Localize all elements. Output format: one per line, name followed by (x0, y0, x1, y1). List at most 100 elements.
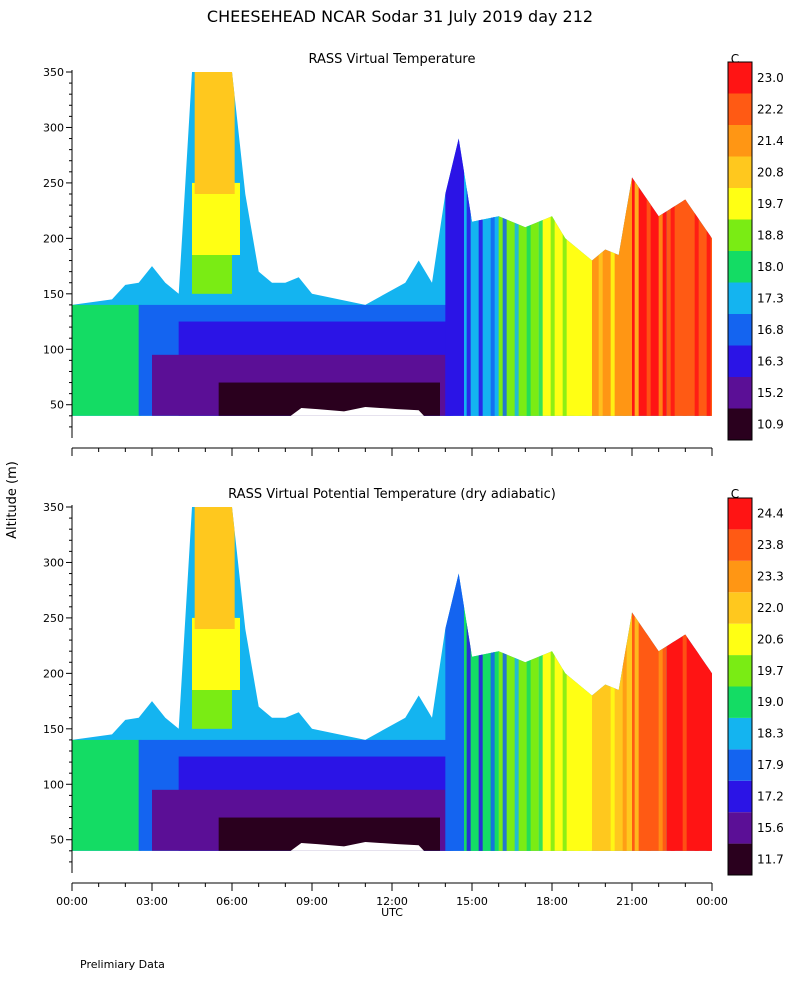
x-axis-label: UTC (381, 906, 403, 919)
colorbar-swatch (728, 529, 752, 561)
heatmap-field (72, 507, 712, 851)
band-texture (550, 507, 555, 851)
colorbar-swatch (728, 188, 752, 220)
x-tick-label: 21:00 (616, 895, 648, 908)
colorbar-swatch (728, 408, 752, 440)
band-texture (562, 72, 567, 416)
warm-plume (192, 182, 240, 255)
y-tick-label: 350 (43, 501, 64, 514)
colorbar-swatch (728, 314, 752, 346)
band-texture (622, 507, 627, 851)
colorbar-swatch (728, 282, 752, 314)
band-texture (622, 72, 627, 416)
colorbar-tick-label: 23.0 (757, 71, 784, 85)
colorbar-swatch (728, 62, 752, 94)
colorbar-swatch (728, 345, 752, 377)
colorbar-swatch (728, 623, 752, 656)
panel-title: RASS Virtual Potential Temperature (dry … (228, 487, 556, 502)
colorbar-tick-label: 19.7 (757, 664, 784, 678)
band-texture (646, 72, 651, 416)
colorbar-swatch (728, 498, 752, 530)
colorbar-swatch (728, 592, 752, 624)
colorbar-tick-label: 20.6 (757, 632, 784, 646)
x-tick-label: 18:00 (536, 895, 568, 908)
colorbar-tick-label: 10.9 (757, 417, 784, 431)
y-tick-label: 250 (43, 177, 64, 190)
panel-title: RASS Virtual Temperature (309, 52, 476, 67)
missing-data-gap (290, 841, 424, 851)
band-texture (490, 507, 495, 851)
band-texture (682, 72, 687, 416)
colorbar-swatch (728, 780, 752, 813)
band-texture (538, 507, 543, 851)
warm-plume (269, 507, 296, 696)
band-texture (598, 72, 603, 416)
colorbar-tick-label: 11.7 (757, 852, 784, 866)
y-tick-label: 200 (43, 232, 64, 245)
colorbar-swatch (728, 560, 752, 593)
colorbar-tick-label: 18.3 (757, 727, 784, 741)
band-texture (658, 507, 663, 851)
band-texture (706, 507, 711, 851)
warm-plume (192, 617, 240, 690)
colorbar-tick-label: 16.8 (757, 323, 784, 337)
y-tick-label: 50 (50, 834, 64, 847)
warm-plume (192, 684, 232, 729)
band-texture (634, 72, 639, 416)
colorbar-tick-label: 18.8 (757, 228, 784, 242)
x-tick-label: 15:00 (456, 895, 488, 908)
colorbar-tick-label: 18.0 (757, 260, 784, 274)
colorbar-swatch (728, 812, 752, 844)
y-tick-label: 200 (43, 667, 64, 680)
colorbar-tick-label: 23.3 (757, 570, 784, 584)
colorbar-tick-label: 22.2 (757, 102, 784, 116)
x-tick-label: 03:00 (136, 895, 168, 908)
band-texture (562, 507, 567, 851)
warm-plume (282, 94, 302, 217)
y-tick-label: 100 (43, 778, 64, 791)
afternoon-band (445, 507, 464, 851)
y-tick-label: 250 (43, 612, 64, 625)
colorbar-tick-label: 22.0 (757, 601, 784, 615)
band-texture (490, 72, 495, 416)
stratum-layer (72, 739, 142, 851)
y-tick-label: 300 (43, 556, 64, 569)
colorbar-frame (727, 497, 753, 876)
y-axis-label: Altitude (m) (5, 461, 20, 539)
afternoon-band (445, 72, 464, 416)
colorbar-swatch (728, 125, 752, 157)
band-texture (694, 507, 699, 851)
colorbar-tick-label: 19.7 (757, 197, 784, 211)
y-tick-label: 150 (43, 723, 64, 736)
colorbar-tick-label: 19.0 (757, 695, 784, 709)
figure-title: CHEESEHEAD NCAR Sodar 31 July 2019 day 2… (207, 7, 593, 26)
band-texture (538, 72, 543, 416)
band-texture (574, 507, 579, 851)
colorbar-swatch (728, 749, 752, 781)
band-texture (706, 72, 711, 416)
x-tick-label: 09:00 (296, 895, 328, 908)
band-texture (478, 507, 483, 851)
warm-plume (141, 507, 155, 563)
colorbar-swatch (728, 717, 752, 750)
band-texture (610, 507, 615, 851)
band-texture (586, 507, 591, 851)
band-texture (466, 72, 471, 416)
colorbar-tick-label: 20.8 (757, 165, 784, 179)
band-texture (502, 507, 507, 851)
colorbar-swatch (728, 655, 752, 687)
band-texture (634, 507, 639, 851)
colorbar-tick-label: 16.3 (757, 354, 784, 368)
missing-data-gap (290, 406, 424, 416)
band-texture (514, 507, 519, 851)
colorbar-frame (727, 61, 753, 441)
preliminary-data-note: Prelimiary Data (80, 958, 165, 971)
warm-plume (141, 72, 155, 128)
x-tick-label: 00:00 (696, 895, 728, 908)
band-texture (610, 72, 615, 416)
band-texture (514, 72, 519, 416)
band-texture (574, 72, 579, 416)
y-tick-label: 100 (43, 343, 64, 356)
colorbar-swatch (728, 686, 752, 718)
